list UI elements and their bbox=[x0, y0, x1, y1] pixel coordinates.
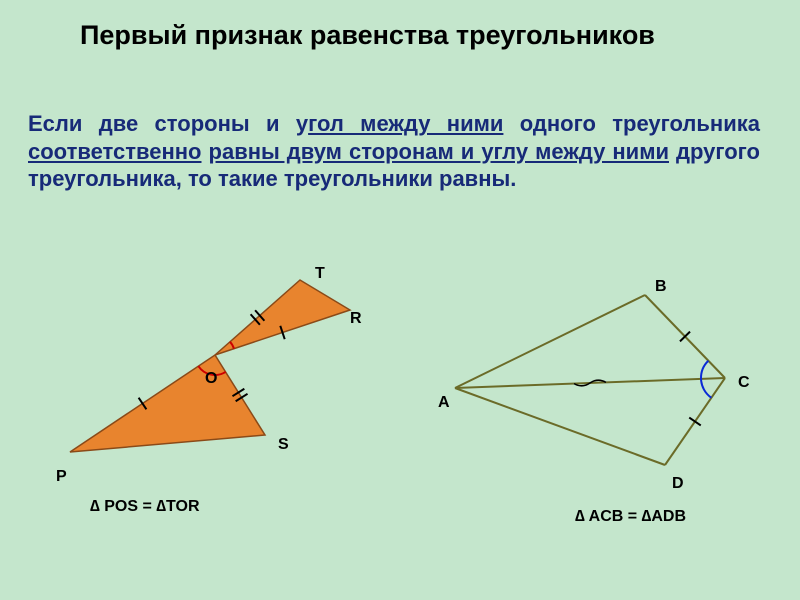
right-edge-0 bbox=[455, 295, 645, 388]
slide-title-text: Первый признак равенства треугольников bbox=[80, 20, 655, 50]
left-triangle-0 bbox=[215, 280, 350, 355]
left-vertex-label-O: O bbox=[205, 370, 217, 388]
theorem-line-4-plain: треугольники равны. bbox=[284, 166, 517, 191]
left-vertex-label-S: S bbox=[278, 436, 289, 454]
theorem-line-0-plain: Если две стороны и у bbox=[28, 111, 308, 136]
right-vertex-label-C: C bbox=[738, 374, 750, 392]
right-edge-3 bbox=[455, 388, 665, 465]
theorem-text: Если две стороны и угол между ними одног… bbox=[28, 110, 760, 193]
slide-title: Первый признак равенства треугольников bbox=[80, 20, 740, 51]
right-vertex-label-D: D bbox=[672, 475, 684, 493]
left-equation: ∆ POS = ∆TOR bbox=[90, 498, 200, 516]
left-vertex-label-T: T bbox=[315, 265, 325, 283]
theorem-line-1-plain: одного треугольника bbox=[520, 111, 760, 136]
left-triangle-1 bbox=[70, 355, 265, 452]
theorem-line-2-underline: равны двум сторонам и углу между ними bbox=[209, 139, 669, 164]
right-vertex-label-B: B bbox=[655, 278, 667, 296]
left-vertex-label-P: P bbox=[56, 468, 67, 486]
left-vertex-label-R: R bbox=[350, 310, 362, 328]
figure-left: TROSP∆ POS = ∆TOR bbox=[60, 260, 370, 510]
theorem-line-0-underline: гол между ними bbox=[308, 111, 503, 136]
figure-right: ABCD∆ ACB = ∆ADB bbox=[440, 270, 770, 520]
right-equation: ∆ ACB = ∆ADB bbox=[575, 508, 686, 526]
right-vertex-label-A: A bbox=[438, 394, 450, 412]
right-diagram-svg bbox=[440, 270, 770, 520]
theorem-line-1-underline: соответственно bbox=[28, 139, 202, 164]
